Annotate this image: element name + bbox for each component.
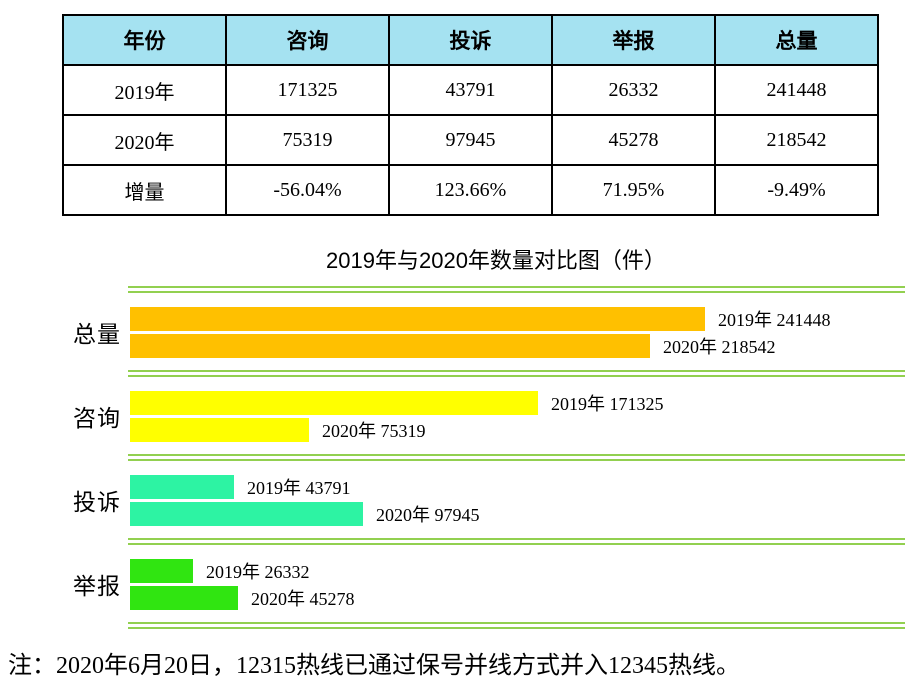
bar-row: 2019年 43791 — [130, 475, 912, 499]
bar-value-label: 2020年 75319 — [322, 421, 426, 441]
bar-row: 2020年 45278 — [130, 586, 912, 610]
bar-total-2020 — [130, 334, 650, 358]
table-cell: 97945 — [388, 114, 553, 166]
bar-row: 2020年 75319 — [130, 418, 912, 442]
table-cell: 75319 — [225, 114, 390, 166]
separator-line — [128, 538, 905, 545]
category-label-report: 举报 — [73, 573, 121, 599]
table-cell: 71.95% — [551, 164, 716, 216]
chart-group-complaint: 投诉 2019年 43791 2020年 97945 — [0, 461, 912, 538]
table-cell: 43791 — [388, 64, 553, 116]
table-cell: 45278 — [551, 114, 716, 166]
table-row-2019: 2019年 171325 43791 26332 241448 — [62, 64, 879, 116]
col-header-consult: 咨询 — [225, 14, 390, 66]
col-header-year: 年份 — [62, 14, 227, 66]
bar-complaint-2020 — [130, 502, 363, 526]
separator-line — [128, 370, 905, 377]
bar-value-label: 2020年 97945 — [376, 505, 480, 525]
bar-consult-2019 — [130, 391, 538, 415]
bar-value-label: 2019年 241448 — [718, 310, 831, 330]
table-row-increment: 增量 -56.04% 123.66% 71.95% -9.49% — [62, 164, 879, 216]
category-label-total: 总量 — [73, 321, 121, 347]
bar-value-label: 2019年 171325 — [551, 394, 664, 414]
comparison-table: 年份 咨询 投诉 举报 总量 2019年 171325 43791 26332 … — [62, 14, 879, 216]
separator-line — [128, 286, 905, 293]
category-label-consult: 咨询 — [73, 405, 121, 431]
chart-group-consult: 咨询 2019年 171325 2020年 75319 — [0, 377, 912, 454]
table-row-2020: 2020年 75319 97945 45278 218542 — [62, 114, 879, 166]
table-cell: -56.04% — [225, 164, 390, 216]
table-cell: 26332 — [551, 64, 716, 116]
col-header-report: 举报 — [551, 14, 716, 66]
table-header-row: 年份 咨询 投诉 举报 总量 — [62, 14, 879, 66]
col-header-complaint: 投诉 — [388, 14, 553, 66]
bar-value-label: 2019年 43791 — [247, 478, 351, 498]
table-cell: 171325 — [225, 64, 390, 116]
separator-line — [128, 454, 905, 461]
bar-complaint-2019 — [130, 475, 234, 499]
chart-group-total: 总量 2019年 241448 2020年 218542 — [0, 293, 912, 370]
bar-value-label: 2020年 45278 — [251, 589, 355, 609]
bar-chart: 总量 2019年 241448 2020年 218542 咨询 2019年 17… — [0, 286, 912, 629]
bar-value-label: 2019年 26332 — [206, 562, 310, 582]
bar-row: 2019年 241448 — [130, 307, 912, 331]
footnote: 注：2020年6月20日，12315热线已通过保号并线方式并入12345热线。 — [8, 653, 740, 679]
col-header-total: 总量 — [714, 14, 879, 66]
row-label: 增量 — [62, 164, 227, 216]
category-label-complaint: 投诉 — [73, 489, 121, 515]
bar-row: 2020年 218542 — [130, 334, 912, 358]
bar-row: 2020年 97945 — [130, 502, 912, 526]
row-label: 2020年 — [62, 114, 227, 166]
bar-report-2020 — [130, 586, 238, 610]
bar-total-2019 — [130, 307, 705, 331]
bar-row: 2019年 26332 — [130, 559, 912, 583]
table-cell: 218542 — [714, 114, 879, 166]
bar-consult-2020 — [130, 418, 309, 442]
bar-value-label: 2020年 218542 — [663, 337, 776, 357]
table-cell: 123.66% — [388, 164, 553, 216]
separator-line — [128, 622, 905, 629]
table-cell: -9.49% — [714, 164, 879, 216]
bar-row: 2019年 171325 — [130, 391, 912, 415]
summary-table-section: 年份 咨询 投诉 举报 总量 2019年 171325 43791 26332 … — [0, 0, 912, 216]
bar-report-2019 — [130, 559, 193, 583]
row-label: 2019年 — [62, 64, 227, 116]
chart-title: 2019年与2020年数量对比图（件） — [326, 248, 666, 273]
table-cell: 241448 — [714, 64, 879, 116]
chart-group-report: 举报 2019年 26332 2020年 45278 — [0, 545, 912, 622]
